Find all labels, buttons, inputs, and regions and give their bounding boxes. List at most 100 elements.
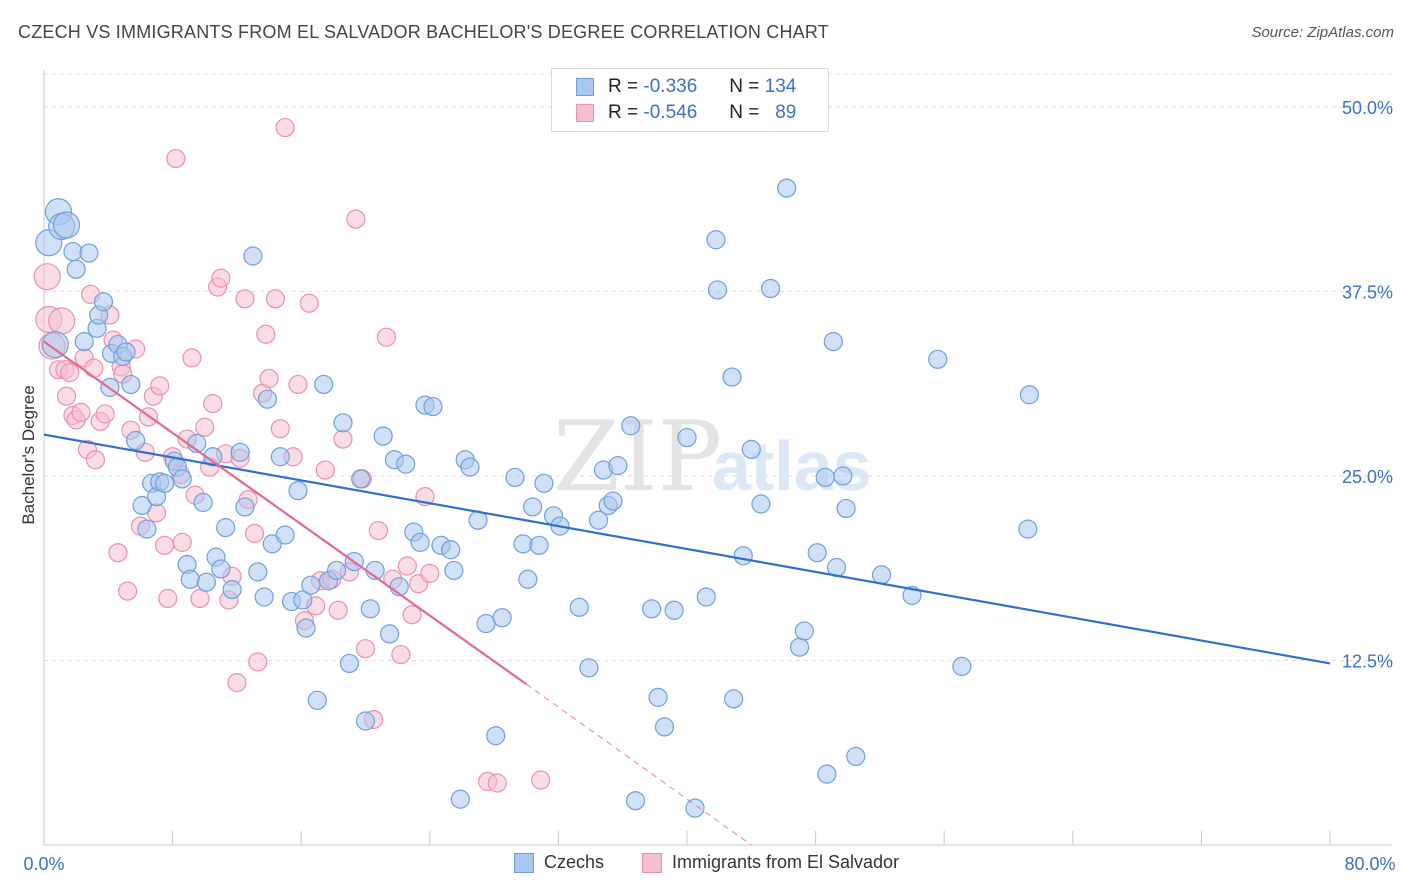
czechs-legend-label: Czechs	[544, 852, 605, 872]
point-czechs	[741, 439, 761, 459]
point-czechs	[333, 413, 353, 433]
points-salvador	[33, 117, 551, 793]
point-czechs	[608, 456, 628, 476]
point-czechs	[66, 259, 86, 279]
point-salvador	[420, 563, 440, 583]
point-czechs	[248, 562, 268, 582]
point-czechs	[270, 447, 290, 467]
point-czechs	[569, 597, 589, 617]
point-salvador	[402, 605, 422, 625]
point-czechs	[621, 416, 641, 436]
czechs-r-value: -0.336	[643, 76, 698, 97]
point-czechs	[126, 430, 146, 451]
point-salvador	[172, 532, 192, 552]
point-czechs	[444, 560, 464, 581]
point-czechs	[664, 600, 684, 620]
point-salvador	[315, 460, 335, 480]
point-czechs	[222, 580, 242, 600]
point-czechs	[63, 241, 83, 262]
point-czechs	[836, 498, 856, 519]
czechs-n-value: 134	[764, 76, 797, 97]
point-czechs	[373, 426, 393, 446]
trend-salvador	[43, 340, 527, 685]
point-czechs	[52, 211, 81, 239]
point-czechs	[74, 332, 94, 352]
point-czechs	[79, 243, 99, 263]
point-czechs	[777, 178, 797, 198]
point-czechs	[722, 367, 742, 387]
legend-item-salvador[interactable]: Immigrants from El Salvador	[642, 852, 899, 873]
point-czechs	[706, 230, 726, 250]
point-salvador	[71, 402, 91, 423]
point-salvador	[270, 419, 290, 439]
point-czechs	[1019, 385, 1039, 405]
point-salvador	[355, 639, 376, 659]
point-czechs	[254, 587, 274, 607]
y-axis-label: Bachelor's Degree	[19, 385, 38, 524]
point-czechs	[476, 613, 496, 634]
point-czechs	[326, 560, 347, 581]
point-salvador	[391, 644, 411, 665]
point-czechs	[172, 469, 192, 489]
point-salvador	[108, 543, 128, 563]
point-czechs	[833, 466, 853, 486]
point-czechs	[677, 427, 697, 448]
point-czechs	[410, 532, 430, 552]
point-czechs	[460, 457, 480, 477]
point-czechs	[902, 585, 922, 606]
point-czechs	[952, 656, 972, 676]
point-czechs	[823, 332, 843, 352]
point-salvador	[203, 394, 223, 414]
point-czechs	[603, 491, 623, 511]
salvador-r-value: -0.546	[643, 102, 698, 123]
point-salvador	[288, 374, 308, 395]
point-czechs	[648, 687, 668, 707]
point-czechs	[196, 572, 216, 592]
point-czechs	[355, 711, 376, 731]
point-czechs	[789, 637, 810, 657]
point-salvador	[182, 348, 202, 368]
series-legend: Czechs Immigrants from El Salvador	[0, 852, 1406, 878]
point-czechs	[423, 396, 443, 417]
x-tick-label: 80.0%	[1344, 854, 1395, 874]
point-salvador	[368, 520, 388, 541]
y-tick-label: 12.5%	[1342, 651, 1393, 671]
point-salvador	[60, 363, 80, 383]
point-czechs	[360, 599, 380, 619]
point-salvador	[33, 263, 61, 291]
point-czechs	[579, 658, 599, 678]
point-czechs	[339, 653, 360, 674]
point-salvador	[275, 117, 295, 138]
point-salvador	[265, 289, 286, 309]
point-salvador	[211, 268, 231, 288]
point-czechs	[707, 280, 728, 300]
trend-lines	[43, 340, 1331, 846]
point-salvador	[84, 358, 104, 378]
point-czechs	[513, 534, 533, 554]
point-salvador	[158, 588, 178, 609]
point-czechs	[288, 481, 308, 501]
point-czechs	[257, 389, 278, 409]
legend-item-czechs[interactable]: Czechs	[514, 852, 604, 873]
n-label: N =	[729, 102, 760, 123]
point-czechs	[396, 454, 416, 474]
point-salvador	[166, 148, 186, 169]
point-czechs	[93, 292, 114, 312]
point-salvador	[256, 324, 276, 344]
point-czechs	[871, 565, 892, 585]
point-czechs	[180, 569, 200, 589]
point-czechs	[235, 497, 255, 517]
point-salvador	[328, 600, 348, 620]
x-tick-label: 0.0%	[23, 854, 64, 874]
czechs-swatch	[576, 78, 594, 96]
point-czechs	[529, 535, 549, 555]
point-salvador	[487, 773, 507, 793]
point-czechs	[486, 726, 506, 746]
point-czechs	[588, 510, 609, 530]
point-czechs	[243, 246, 263, 266]
point-czechs	[450, 789, 470, 809]
point-czechs	[216, 518, 236, 538]
watermark-zip: ZIP	[553, 401, 722, 513]
salvador-legend-label: Immigrants from El Salvador	[672, 852, 900, 872]
